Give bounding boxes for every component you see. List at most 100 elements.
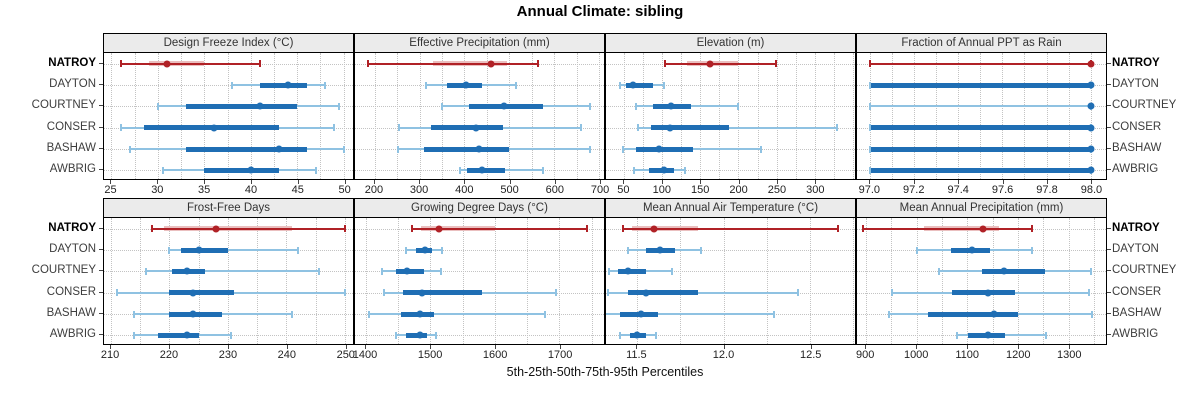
whisker-cap-high xyxy=(589,145,592,153)
station-axis-tick-left xyxy=(99,334,103,336)
panel-fraction-of-annual-ppt-as-rain: Fraction of Annual PPT as Rain xyxy=(856,33,1107,180)
whisker-cap-high xyxy=(434,331,437,339)
gridline-vertical xyxy=(140,218,142,344)
whisker-cap-low xyxy=(425,81,428,89)
panel-plot-area xyxy=(606,53,855,179)
station-axis-tick-right xyxy=(1107,334,1111,336)
whisker-cap-high xyxy=(589,102,592,110)
panel-frost-free-days: Frost-Free Days xyxy=(103,198,354,345)
x-axis-tick xyxy=(913,180,915,184)
whisker-cap-high xyxy=(655,331,658,339)
whisker-cap-low xyxy=(458,166,461,174)
median-dot xyxy=(210,124,218,132)
whisker-cap-high xyxy=(554,289,557,297)
station-axis-tick-left xyxy=(99,126,103,128)
median-dot xyxy=(418,289,426,297)
whisker-cap-high xyxy=(541,166,544,174)
median-dot xyxy=(666,124,674,132)
station-label-left-dayton: DAYTON xyxy=(49,243,96,255)
whisker-cap-low xyxy=(145,267,148,275)
whisker-line xyxy=(870,105,1091,108)
gridline-vertical xyxy=(365,218,367,344)
x-axis-tick xyxy=(365,345,367,349)
whisker-cap-high xyxy=(774,60,777,68)
gridline-vertical xyxy=(397,53,399,179)
gridline-horizontal xyxy=(355,271,604,273)
station-axis-tick-left xyxy=(99,291,103,293)
station-label-right-awbrig: AWBRIG xyxy=(1112,163,1159,176)
median-dot xyxy=(475,145,483,153)
x-axis-tick-label: 25 xyxy=(104,184,117,196)
x-axis: 210 220 230 240 250 xyxy=(100,345,355,363)
gridline-vertical xyxy=(559,218,561,344)
x-axis-tick xyxy=(1002,180,1004,184)
whisker-cap-high xyxy=(342,145,345,153)
x-axis-tick-label: 50 xyxy=(338,184,351,196)
gridline-vertical xyxy=(776,53,778,179)
station-axis-tick-right xyxy=(1107,270,1111,272)
x-axis-tick-label: 50 xyxy=(617,184,630,196)
whisker-cap-high xyxy=(317,267,320,275)
whisker-cap-low xyxy=(383,289,386,297)
station-label-right-natroy: NATROY xyxy=(1112,56,1160,69)
panel-plot-area xyxy=(606,218,855,344)
whisker-line xyxy=(369,313,545,315)
gridline-vertical xyxy=(914,53,916,179)
whisker-cap-high xyxy=(796,289,799,297)
x-axis-tick xyxy=(636,345,638,349)
gridline-vertical xyxy=(297,53,299,179)
whisker-cap-high xyxy=(759,145,762,153)
median-dot xyxy=(189,310,197,318)
iqr-band xyxy=(169,290,234,296)
x-axis-tick xyxy=(661,180,663,184)
gridline-vertical xyxy=(343,53,345,179)
whisker-cap-high xyxy=(700,246,703,254)
whisker-cap-high xyxy=(662,81,665,89)
panel-elevation-m: Elevation (m) xyxy=(605,33,856,180)
panel-plot-area xyxy=(857,218,1106,344)
whisker-cap-low xyxy=(133,331,136,339)
x-axis-tick-label: 210 xyxy=(100,349,120,361)
gridline-horizontal xyxy=(606,335,855,337)
chart-title: Annual Climate: sibling xyxy=(516,3,684,20)
station-label-right-dayton: DAYTON xyxy=(1112,78,1159,90)
x-axis-tick xyxy=(700,180,702,184)
x-axis-tick-label: 12.0 xyxy=(712,349,735,361)
x-axis-tick-label: 200 xyxy=(364,184,384,196)
x-axis-tick xyxy=(495,345,497,349)
station-label-right-courtney: COURTNEY xyxy=(1112,99,1177,112)
whisker-cap-high xyxy=(1090,267,1093,275)
whisker-cap-high xyxy=(772,310,775,318)
iqr-band xyxy=(870,146,1091,152)
station-axis-tick-left xyxy=(99,227,103,229)
whisker-line xyxy=(146,270,319,273)
station-axis-tick-left xyxy=(99,148,103,149)
gridline-vertical xyxy=(464,53,466,179)
iqr-band xyxy=(870,167,1091,173)
x-axis-tick xyxy=(723,345,725,349)
median-dot xyxy=(1087,166,1095,174)
whisker-line xyxy=(169,249,299,251)
x-axis-tick-label: 97.8 xyxy=(1036,184,1058,196)
gridline-vertical xyxy=(374,53,376,179)
iqr-band xyxy=(981,268,1045,274)
gridline-vertical xyxy=(599,53,601,179)
x-axis-tick xyxy=(554,180,556,184)
panel-mean-annual-precipitation-mm: Mean Annual Precipitation (mm) xyxy=(856,198,1107,345)
x-axis-tick-label: 1300 xyxy=(1056,349,1082,361)
station-axis-tick-right xyxy=(1107,148,1111,149)
whisker-cap-high xyxy=(737,102,740,110)
station-axis-tick-right xyxy=(1107,62,1111,64)
station-axis-tick-right xyxy=(1107,313,1111,314)
x-axis-tick xyxy=(738,180,740,184)
median-dot xyxy=(629,81,637,89)
whisker-line xyxy=(120,62,261,65)
x-axis-tick-label: 1500 xyxy=(417,349,443,361)
whisker-cap-low xyxy=(161,166,164,174)
gridline-vertical xyxy=(719,53,721,179)
gridline-vertical xyxy=(430,218,432,344)
whisker-cap-low xyxy=(368,310,371,318)
median-dot xyxy=(655,145,663,153)
gridline-vertical xyxy=(111,53,113,179)
iqr-band xyxy=(424,146,510,152)
